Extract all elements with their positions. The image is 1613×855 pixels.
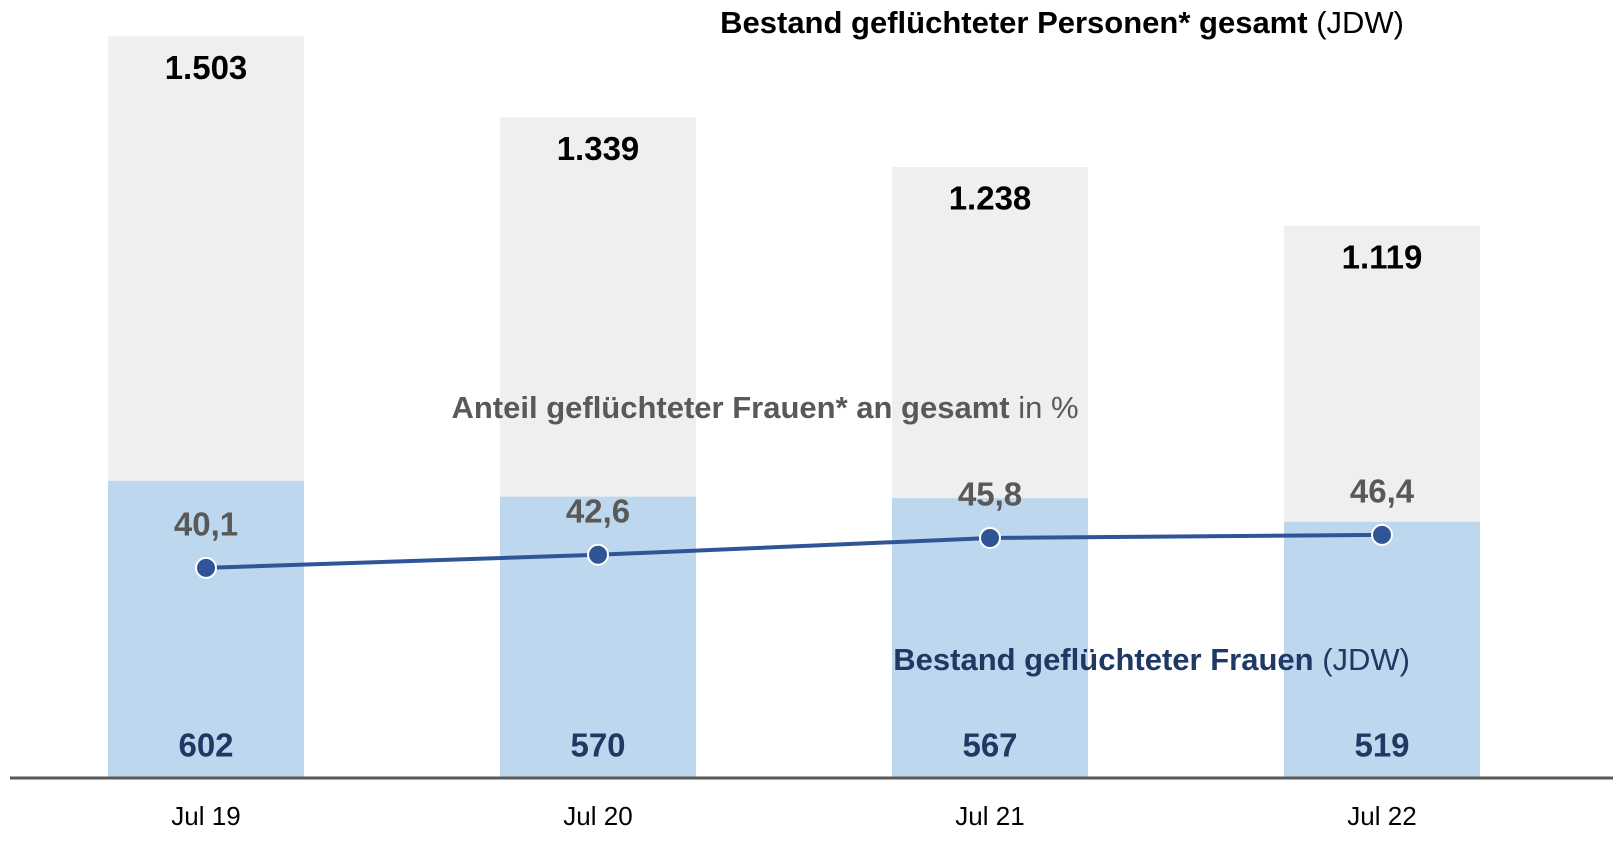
series-name: Anteil geflüchteter Frauen* an gesamt: [451, 390, 1009, 425]
data-label: 1.119: [1342, 238, 1423, 275]
data-label: 519: [1354, 727, 1409, 764]
bar: [108, 480, 304, 778]
series-title: Bestand geflüchteter Personen* gesamt (J…: [720, 5, 1404, 40]
point: [1371, 523, 1393, 546]
bar: [500, 496, 696, 778]
point: [979, 527, 1001, 550]
data-label: 567: [962, 727, 1017, 764]
data-label: 1.339: [557, 130, 640, 167]
series-title: Anteil geflüchteter Frauen* an gesamt in…: [451, 390, 1078, 425]
x-tick-label: Jul 22: [1347, 801, 1416, 831]
series-title: Bestand geflüchteter Frauen (JDW): [893, 642, 1410, 677]
data-label: 1.503: [165, 49, 248, 86]
series-name: Bestand geflüchteter Frauen: [893, 642, 1313, 677]
data-label: 46,4: [1350, 473, 1415, 510]
data-label: 570: [570, 727, 625, 764]
series-unit: (JDW): [1316, 5, 1404, 40]
x-tick-label: Jul 21: [955, 801, 1024, 831]
data-label: 45,8: [958, 476, 1022, 513]
point: [195, 556, 217, 579]
data-label: 40,1: [174, 506, 238, 543]
data-label: 1.238: [949, 180, 1032, 217]
x-tick-label: Jul 20: [563, 801, 632, 831]
series-unit: (JDW): [1322, 642, 1410, 677]
series-name: Bestand geflüchteter Personen* gesamt: [720, 5, 1307, 40]
data-label: 42,6: [566, 492, 630, 529]
line: [205, 532, 1383, 570]
data-label: 602: [178, 727, 233, 764]
marks: [108, 36, 1480, 779]
series-unit: in %: [1018, 390, 1078, 425]
bar: [1284, 521, 1480, 778]
x-tick-label: Jul 19: [171, 801, 240, 831]
point: [587, 543, 609, 566]
